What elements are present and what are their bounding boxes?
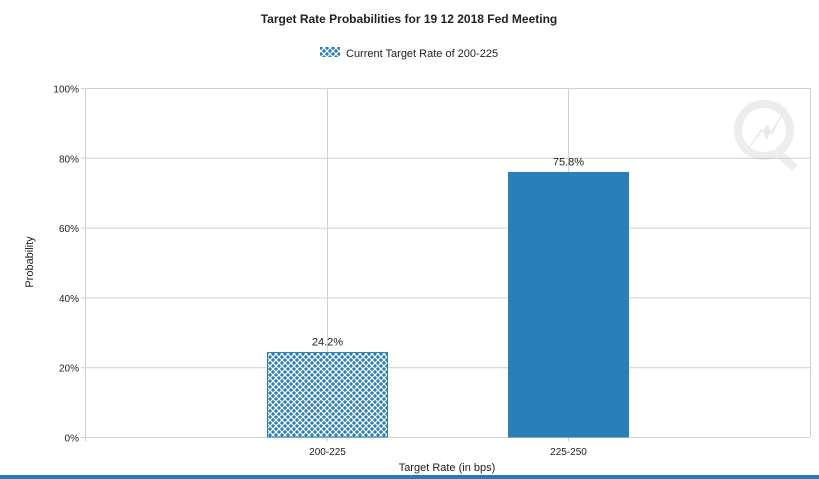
data-label: 24.2% [312, 337, 343, 349]
y-axis-label: Probability [24, 236, 36, 288]
chart-title: Target Rate Probabilities for 19 12 2018… [261, 12, 558, 26]
bottom-border [0, 475, 819, 479]
legend-label: Current Target Rate of 200-225 [346, 48, 498, 60]
x-tick-label: 200-225 [309, 447, 346, 458]
legend-swatch [320, 47, 340, 57]
y-tick-label: 40% [59, 294, 79, 305]
x-tick-label: 225-250 [550, 447, 587, 458]
legend: Current Target Rate of 200-225 [320, 47, 498, 60]
data-label: 75.8% [553, 156, 584, 168]
y-tick-label: 0% [65, 434, 80, 445]
x-axis-label: Target Rate (in bps) [399, 462, 496, 474]
y-tick-label: 80% [59, 154, 79, 165]
y-tick-label: 100% [53, 85, 79, 96]
bar-200-225 [267, 352, 388, 438]
bar-225-250 [508, 171, 629, 438]
y-tick-label: 20% [59, 364, 79, 375]
watermark-logo [734, 100, 798, 171]
y-tick-label: 60% [59, 224, 79, 235]
